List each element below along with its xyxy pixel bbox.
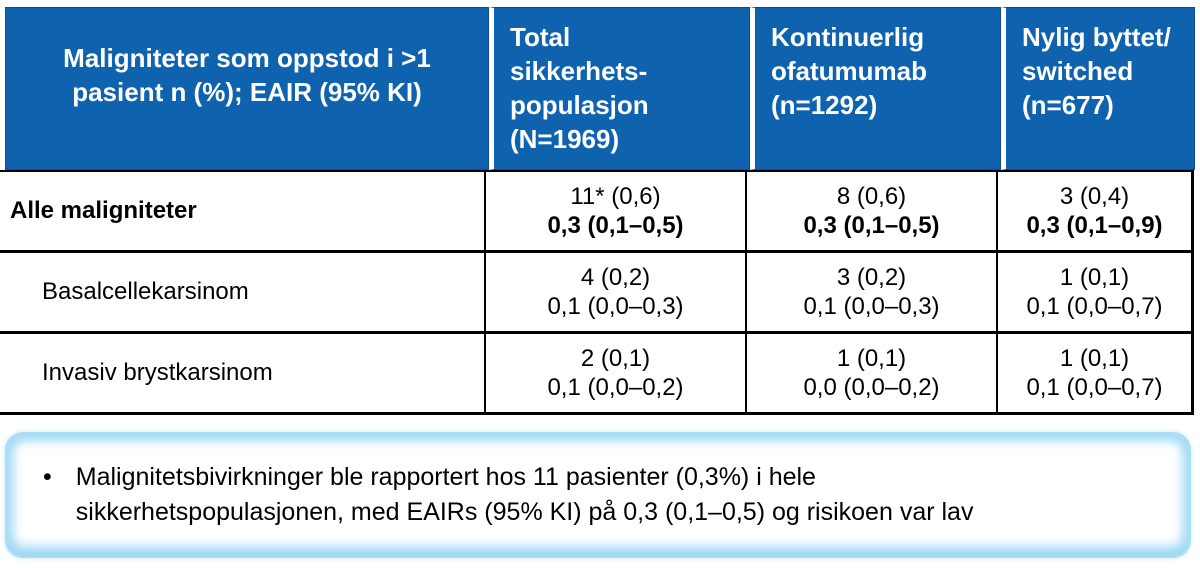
summary-callout: • Malignitetsbivirkninger ble rapportert… <box>5 432 1191 558</box>
cell-newly-switched: 3 (0,4) 0,3 (0,1–0,9) <box>996 172 1194 250</box>
n-percent-value: 3 (0,2) <box>836 264 907 291</box>
cell-continuous-ofatumumab: 1 (0,1) 0,0 (0,0–0,2) <box>745 334 996 412</box>
cell-continuous-ofatumumab: 3 (0,2) 0,1 (0,0–0,3) <box>745 253 996 331</box>
header-cell-malignancies: Maligniteter som oppstod i >1 pasient n … <box>5 7 489 170</box>
eair-value: 0,1 (0,0–0,3) <box>547 293 684 320</box>
header-cell-total-safety-population: Total sikkerhets- populasjon (N=1969) <box>489 7 750 170</box>
cell-newly-switched: 1 (0,1) 0,1 (0,0–0,7) <box>996 253 1194 331</box>
n-percent-value: 1 (0,1) <box>836 345 907 372</box>
table-row-invasive-breast-carcinoma: Invasiv brystkarsinom 2 (0,1) 0,1 (0,0–0… <box>0 334 1194 415</box>
summary-text: Malignitetsbivirkninger ble rapportert h… <box>75 463 974 526</box>
row-label: Basalcellekarsinom <box>42 278 249 305</box>
cell-total-population: 11* (0,6) 0,3 (0,1–0,5) <box>484 172 745 250</box>
bullet-icon: • <box>43 463 52 491</box>
cell-newly-switched: 1 (0,1) 0,1 (0,0–0,7) <box>996 334 1194 412</box>
summary-bullet-item: • Malignitetsbivirkninger ble rapportert… <box>7 460 993 530</box>
table-body: Alle maligniteter 11* (0,6) 0,3 (0,1–0,5… <box>0 170 1194 415</box>
n-percent-value: 3 (0,4) <box>1059 183 1130 210</box>
row-label: Invasiv brystkarsinom <box>42 359 273 386</box>
eair-value: 0,1 (0,0–0,7) <box>1026 293 1163 320</box>
n-percent-value: 8 (0,6) <box>836 183 907 210</box>
header-cell-newly-switched: Nylig byttet/ switched (n=677) <box>1001 7 1195 170</box>
row-label: Alle maligniteter <box>10 197 197 224</box>
eair-value: 0,3 (0,1–0,5) <box>547 212 684 239</box>
cell-total-population: 4 (0,2) 0,1 (0,0–0,3) <box>484 253 745 331</box>
n-percent-value: 1 (0,1) <box>1059 264 1130 291</box>
eair-value: 0,3 (0,1–0,9) <box>1026 212 1163 239</box>
n-percent-value: 11* (0,6) <box>570 183 661 210</box>
table-row-basal-cell-carcinoma: Basalcellekarsinom 4 (0,2) 0,1 (0,0–0,3)… <box>0 253 1194 334</box>
eair-value: 0,1 (0,0–0,7) <box>1026 374 1163 401</box>
header-cell-continuous-ofatumumab: Kontinuerlig ofatumumab (n=1292) <box>750 7 1001 170</box>
n-percent-value: 4 (0,2) <box>580 264 651 291</box>
eair-value: 0,3 (0,1–0,5) <box>803 212 940 239</box>
table-row-all-malignancies: Alle maligniteter 11* (0,6) 0,3 (0,1–0,5… <box>0 172 1194 253</box>
eair-value: 0,1 (0,0–0,2) <box>547 374 684 401</box>
eair-value: 0,0 (0,0–0,2) <box>803 374 940 401</box>
cell-total-population: 2 (0,1) 0,1 (0,0–0,2) <box>484 334 745 412</box>
eair-value: 0,1 (0,0–0,3) <box>803 293 940 320</box>
n-percent-value: 2 (0,1) <box>580 345 651 372</box>
table-header-row: Maligniteter som oppstod i >1 pasient n … <box>5 7 1195 170</box>
n-percent-value: 1 (0,1) <box>1059 345 1130 372</box>
cell-continuous-ofatumumab: 8 (0,6) 0,3 (0,1–0,5) <box>745 172 996 250</box>
